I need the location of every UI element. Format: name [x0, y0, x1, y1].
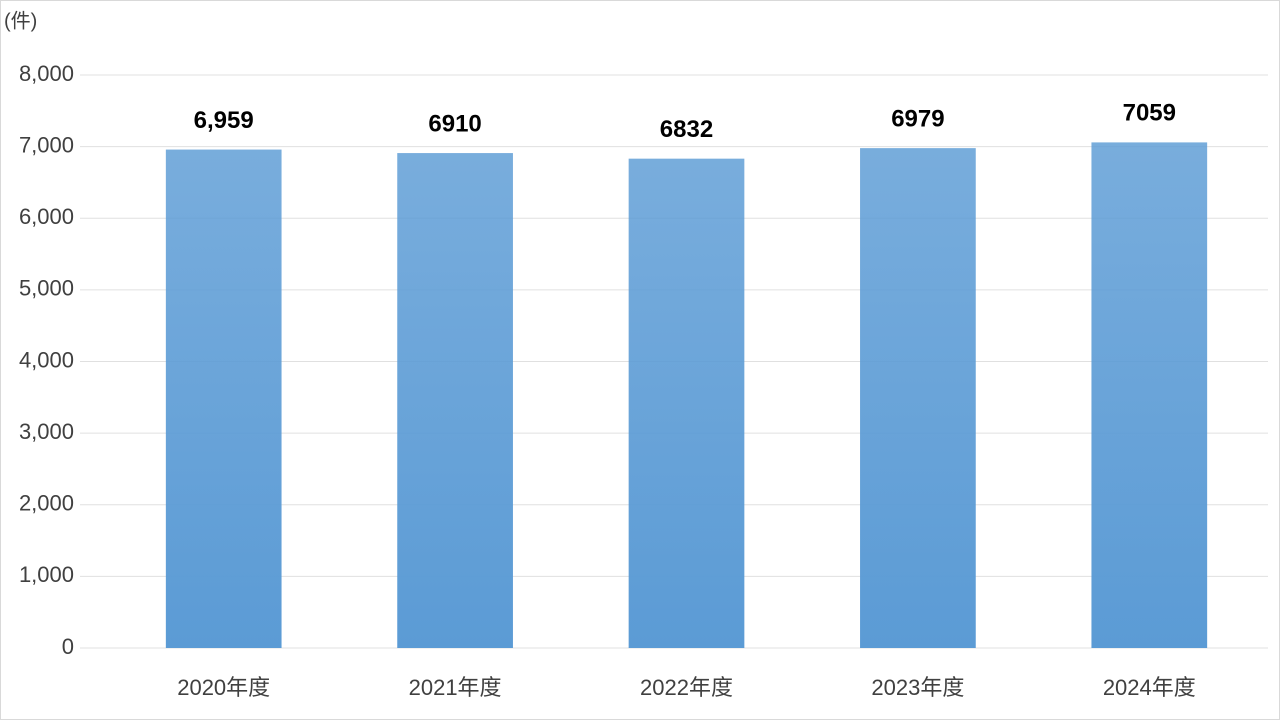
y-tick-label: 7,000: [19, 132, 74, 157]
x-tick-label: 2024年度: [1103, 675, 1196, 700]
bar: [1091, 142, 1208, 649]
y-tick-label: 1,000: [19, 562, 74, 587]
bar: [628, 158, 745, 648]
bar: [860, 148, 976, 648]
x-tick-label: 2021年度: [409, 675, 502, 700]
data-label: 6832: [660, 116, 713, 143]
data-label: 6910: [428, 110, 481, 137]
y-tick-label: 8,000: [19, 61, 74, 86]
bar: [165, 149, 282, 648]
x-tick-label: 2020年度: [177, 675, 270, 700]
data-label: 6979: [891, 105, 944, 132]
y-tick-label: 4,000: [19, 347, 74, 372]
bar: [397, 153, 513, 649]
data-label: 6,959: [194, 107, 254, 134]
y-tick-label: 6,000: [19, 204, 74, 229]
y-tick-label: 0: [62, 634, 74, 659]
x-tick-label: 2023年度: [871, 675, 964, 700]
y-tick-label: 5,000: [19, 276, 74, 301]
y-tick-label: 2,000: [19, 491, 74, 516]
y-tick-label: 3,000: [19, 419, 74, 444]
data-label: 7059: [1123, 100, 1176, 127]
x-tick-label: 2022年度: [640, 675, 733, 700]
y-axis-label: (件): [4, 9, 37, 32]
